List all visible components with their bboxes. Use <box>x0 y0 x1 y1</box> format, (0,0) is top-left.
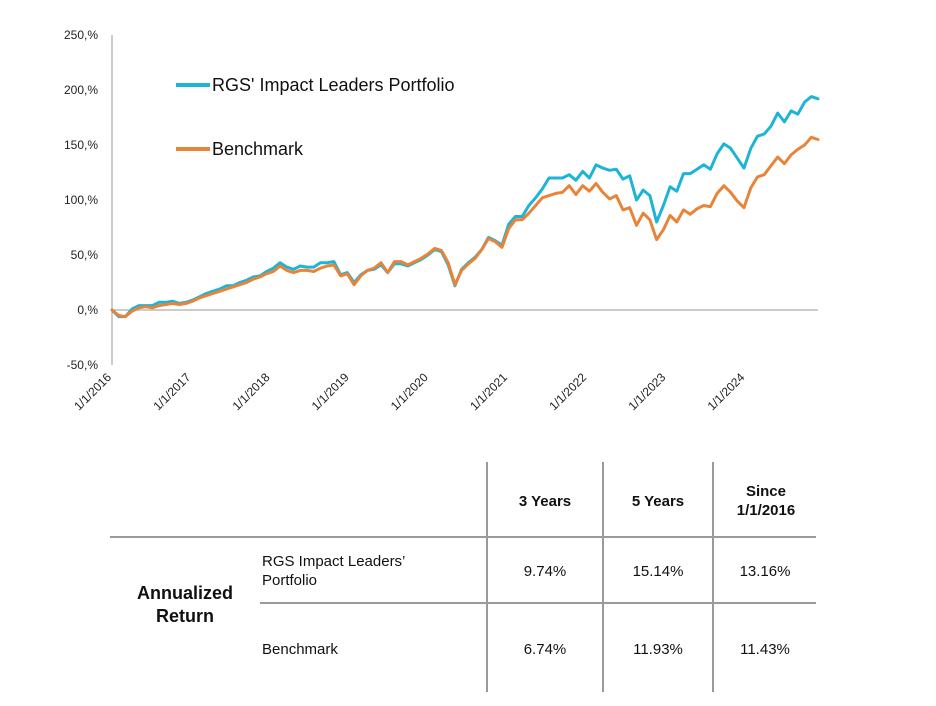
series-lines <box>110 95 820 319</box>
performance-line-chart: -50,% 0,% 50,% 100,% 150,% 200,% 250,% 1/1/201… <box>64 28 820 413</box>
x-axis-ticks: 1/1/2016 1/1/2017 1/1/2018 1/1/2019 1/1/2020… <box>71 370 748 413</box>
x-tick-label: 1/1/2017 <box>151 370 194 413</box>
cell-portfolio-5y: 15.14% <box>632 562 684 580</box>
cell-portfolio-3y: 9.74% <box>523 562 567 580</box>
y-tick-label: 200,% <box>64 83 98 97</box>
table-divider <box>486 462 488 692</box>
table-divider <box>110 536 816 538</box>
cell-portfolio-since: 13.16% <box>739 562 791 580</box>
x-tick-label: 1/1/2020 <box>388 370 431 413</box>
series-line-portfolio <box>110 95 820 319</box>
row-label-portfolio: RGS Impact Leaders’ Portfolio <box>262 553 405 589</box>
x-tick-label: 1/1/2024 <box>705 370 748 413</box>
y-tick-label: 50,% <box>71 248 99 262</box>
cell-benchmark-5y: 11.93% <box>633 640 683 658</box>
chart-legend: RGS' Impact Leaders Portfolio Benchmark <box>176 75 455 159</box>
table-divider <box>602 462 604 692</box>
x-tick-label: 1/1/2018 <box>230 370 273 413</box>
series-line-benchmark <box>110 135 820 319</box>
col-header-3-years: 3 Years <box>518 492 572 510</box>
col-header-since-2016: Since 1/1/2016 <box>736 483 796 519</box>
legend-label: Benchmark <box>212 139 304 159</box>
y-tick-label: -50,% <box>67 358 99 372</box>
y-tick-label: 150,% <box>64 138 98 152</box>
x-tick-label: 1/1/2019 <box>309 370 352 413</box>
x-tick-label: 1/1/2016 <box>71 370 114 413</box>
x-tick-label: 1/1/2023 <box>625 370 668 413</box>
table-divider <box>260 602 816 604</box>
row-label-benchmark: Benchmark <box>262 640 338 658</box>
y-tick-label: 100,% <box>64 193 98 207</box>
x-tick-label: 1/1/2022 <box>546 370 589 413</box>
y-tick-label: 0,% <box>77 303 98 317</box>
legend-label: RGS' Impact Leaders Portfolio <box>212 75 455 95</box>
col-header-5-years: 5 Years <box>631 492 685 510</box>
cell-benchmark-3y: 6.74% <box>523 640 567 658</box>
cell-benchmark-since: 11.43% <box>740 640 790 658</box>
y-tick-label: 250,% <box>64 28 98 42</box>
row-group-annualized-return: Annualized Return <box>136 583 233 626</box>
x-tick-label: 1/1/2021 <box>467 370 510 413</box>
table-divider <box>712 462 714 692</box>
y-axis-ticks: -50,% 0,% 50,% 100,% 150,% 200,% 250,% <box>64 28 98 372</box>
